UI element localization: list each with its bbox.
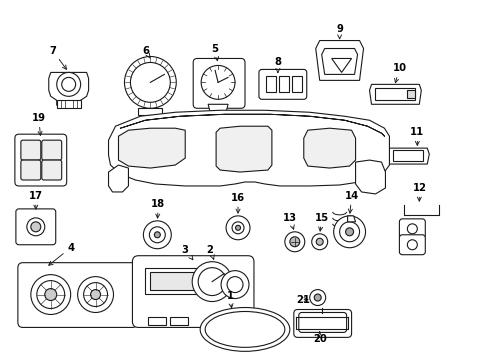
Circle shape: [45, 289, 57, 301]
Circle shape: [78, 276, 113, 312]
Polygon shape: [315, 41, 363, 80]
Bar: [265, 76, 275, 92]
Text: 11: 11: [409, 127, 424, 145]
Circle shape: [31, 222, 41, 232]
Circle shape: [90, 289, 101, 300]
FancyBboxPatch shape: [132, 256, 253, 328]
Text: 4: 4: [49, 243, 74, 265]
Circle shape: [198, 268, 225, 296]
FancyBboxPatch shape: [21, 140, 41, 160]
FancyBboxPatch shape: [399, 219, 425, 239]
FancyBboxPatch shape: [21, 160, 41, 180]
Text: 5: 5: [211, 44, 218, 61]
Circle shape: [130, 62, 170, 102]
Polygon shape: [118, 128, 185, 168]
Circle shape: [285, 232, 304, 252]
Text: 17: 17: [29, 191, 43, 209]
Bar: [57, 100, 81, 108]
FancyBboxPatch shape: [193, 58, 244, 108]
Text: 20: 20: [312, 332, 326, 345]
Polygon shape: [355, 160, 385, 194]
Circle shape: [232, 222, 244, 234]
Circle shape: [61, 77, 76, 91]
Polygon shape: [216, 126, 271, 172]
Text: 10: 10: [391, 63, 406, 83]
FancyBboxPatch shape: [41, 140, 61, 160]
Polygon shape: [386, 148, 428, 164]
Text: 12: 12: [411, 183, 426, 201]
Text: 15: 15: [314, 213, 328, 231]
Circle shape: [345, 228, 353, 236]
FancyBboxPatch shape: [18, 263, 137, 328]
Circle shape: [314, 294, 321, 301]
Polygon shape: [49, 72, 88, 105]
FancyBboxPatch shape: [399, 235, 425, 255]
Text: 16: 16: [230, 193, 244, 213]
Bar: [150, 272, 200, 289]
Circle shape: [289, 237, 299, 247]
FancyBboxPatch shape: [298, 312, 346, 332]
Polygon shape: [331, 58, 351, 72]
Text: 2: 2: [206, 245, 214, 259]
Circle shape: [201, 66, 235, 99]
Bar: [170, 318, 188, 325]
Bar: [291, 76, 301, 92]
Text: 6: 6: [142, 45, 150, 58]
Circle shape: [143, 221, 171, 249]
Polygon shape: [208, 104, 227, 112]
Text: 8: 8: [274, 58, 281, 72]
Text: 3: 3: [182, 245, 192, 260]
Bar: [145, 268, 205, 293]
Text: 9: 9: [336, 24, 343, 39]
Circle shape: [154, 232, 160, 238]
Circle shape: [83, 283, 107, 306]
Circle shape: [226, 276, 243, 293]
Circle shape: [149, 227, 165, 243]
Circle shape: [192, 262, 232, 302]
Polygon shape: [347, 216, 355, 222]
Circle shape: [316, 238, 323, 245]
Text: 18: 18: [151, 199, 165, 218]
FancyBboxPatch shape: [41, 160, 61, 180]
Text: 1: 1: [226, 291, 233, 308]
Text: 14: 14: [344, 191, 358, 213]
Circle shape: [333, 216, 365, 248]
Bar: [148, 318, 166, 325]
Polygon shape: [138, 108, 162, 115]
FancyBboxPatch shape: [15, 134, 66, 186]
Circle shape: [221, 271, 248, 298]
Circle shape: [339, 222, 359, 242]
Circle shape: [235, 225, 240, 230]
Bar: [278, 76, 288, 92]
Circle shape: [57, 72, 81, 96]
Ellipse shape: [205, 311, 285, 347]
Ellipse shape: [200, 307, 289, 351]
Circle shape: [407, 224, 416, 234]
Polygon shape: [369, 84, 421, 104]
Circle shape: [309, 289, 325, 306]
Polygon shape: [108, 165, 128, 192]
Polygon shape: [108, 110, 388, 186]
FancyBboxPatch shape: [293, 310, 351, 337]
Bar: [393, 150, 423, 161]
Circle shape: [31, 275, 71, 315]
FancyBboxPatch shape: [16, 209, 56, 245]
Circle shape: [124, 57, 176, 108]
FancyBboxPatch shape: [259, 69, 306, 99]
Text: 7: 7: [49, 45, 66, 69]
Circle shape: [407, 240, 416, 250]
Polygon shape: [303, 128, 355, 168]
Circle shape: [37, 280, 64, 309]
Text: 21: 21: [295, 294, 309, 305]
Bar: [375, 88, 414, 100]
Circle shape: [225, 216, 249, 240]
Circle shape: [27, 218, 45, 236]
Circle shape: [311, 234, 327, 250]
Bar: [407, 90, 414, 98]
Polygon shape: [321, 49, 357, 75]
Text: 13: 13: [282, 213, 296, 229]
Text: 19: 19: [32, 113, 46, 135]
